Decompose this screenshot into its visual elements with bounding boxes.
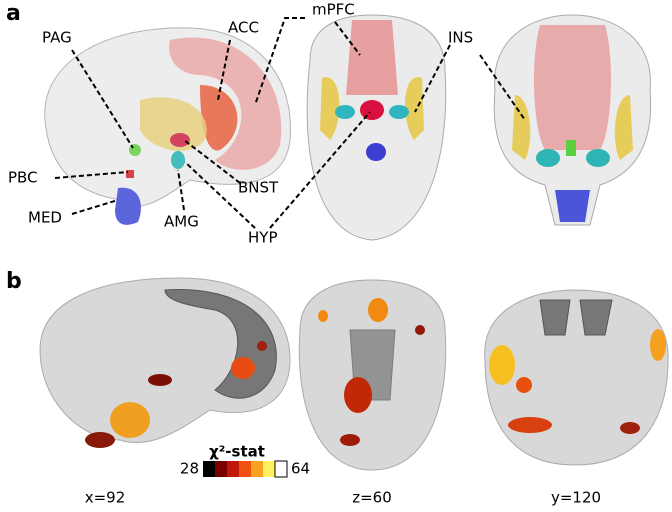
amg-l (335, 105, 355, 119)
leader (71, 199, 119, 215)
leader (254, 17, 305, 106)
region-label: ACC (228, 19, 259, 37)
panel-label: b (6, 269, 22, 294)
colorbar-max: 64 (291, 460, 310, 478)
ins-r (614, 95, 633, 160)
amg-l (536, 149, 560, 167)
pbc (126, 170, 134, 178)
amg-r (389, 105, 409, 119)
outline (484, 289, 669, 466)
blob (415, 325, 425, 335)
swatch (274, 460, 288, 478)
blob (368, 298, 388, 322)
brain-sagittal (44, 27, 291, 225)
slice-sagittal (39, 277, 291, 448)
region-label: AMG (164, 213, 199, 231)
ins-l (320, 77, 340, 140)
blob (148, 374, 172, 386)
blob (85, 432, 115, 448)
leader (184, 111, 371, 229)
swatch (203, 461, 215, 477)
region-label: BNST (238, 179, 279, 197)
amg (171, 151, 185, 169)
med (555, 190, 590, 222)
swatch (239, 461, 251, 477)
leader (217, 39, 231, 101)
med (115, 187, 141, 225)
region-label: mPFC (312, 1, 355, 19)
colorbar-title: χ²-stat (209, 443, 265, 461)
bnst (170, 133, 190, 147)
ins (140, 97, 207, 151)
region-label: PBC (8, 169, 38, 187)
leader (479, 54, 526, 121)
colorbar-min: 28 (180, 460, 199, 478)
blob (650, 329, 666, 361)
amg-r (586, 149, 610, 167)
mpfc (346, 20, 398, 95)
blob (489, 345, 515, 385)
hyp (360, 100, 384, 120)
panel-label: a (6, 1, 21, 26)
leader (54, 171, 129, 179)
leader (177, 169, 185, 211)
slice-label: y=120 (551, 489, 601, 507)
slice-axial (298, 279, 447, 471)
slice-label: z=60 (352, 489, 392, 507)
region-label: PAG (42, 29, 72, 47)
med (366, 143, 386, 161)
pag (566, 140, 576, 156)
blob (231, 357, 255, 379)
blob (257, 341, 267, 351)
blob (318, 310, 328, 322)
leader-lines (54, 17, 526, 229)
brain-coronal (493, 14, 652, 226)
slice-coronal (484, 289, 669, 466)
colorbar: χ²-stat 28 64 (180, 443, 310, 478)
swatch (263, 461, 275, 477)
blob (620, 422, 640, 434)
region-label: INS (448, 29, 473, 47)
leader (334, 21, 361, 56)
mpfc (533, 25, 612, 150)
outline (306, 14, 447, 241)
leader (414, 44, 451, 113)
blob (344, 377, 372, 413)
ins-l (512, 95, 531, 160)
blob (110, 402, 150, 438)
swatch (251, 461, 263, 477)
blob (516, 377, 532, 393)
blob (340, 434, 360, 446)
ins-r (404, 77, 424, 140)
leader (71, 49, 134, 149)
region-label: HYP (248, 229, 278, 247)
grey-mask (539, 299, 613, 336)
swatch (215, 461, 227, 477)
leader (183, 139, 241, 184)
brain-axial (306, 14, 447, 241)
blob (508, 417, 552, 433)
swatch (227, 461, 239, 477)
region-label: MED (28, 209, 62, 227)
slice-label: x=92 (85, 489, 126, 507)
acc-core (200, 85, 238, 151)
region-labels: mPFC ACC PAG INS PBC BNST MED AMG HYP (8, 1, 473, 247)
acc (169, 37, 282, 170)
